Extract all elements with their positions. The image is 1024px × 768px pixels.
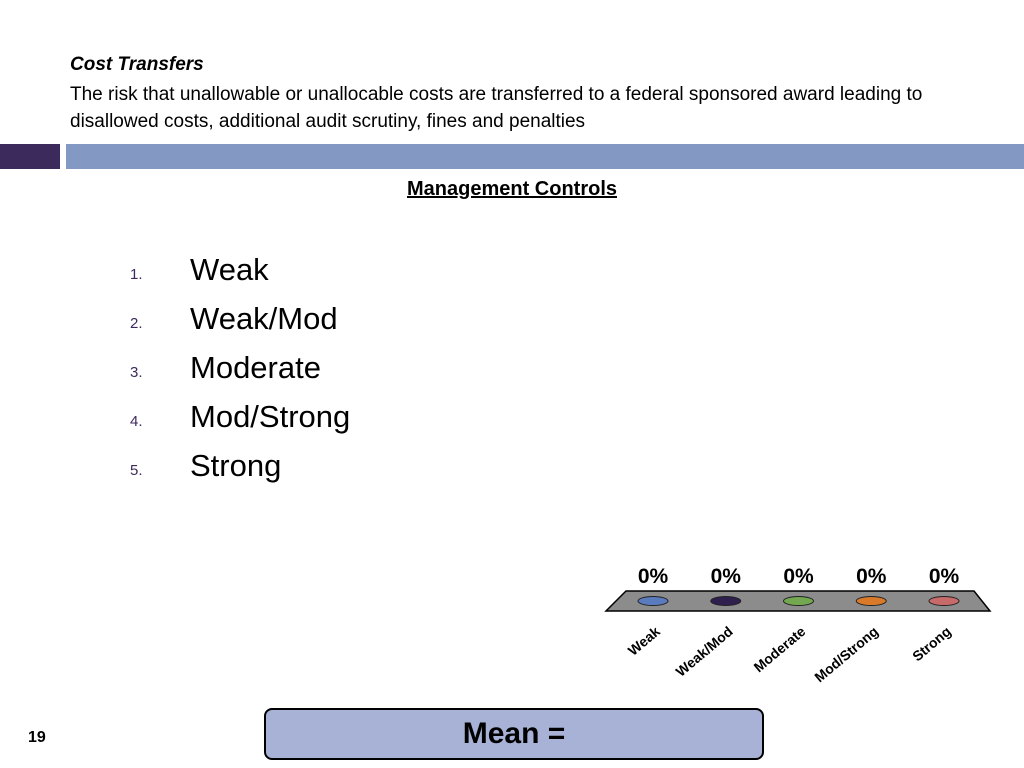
- mean-box: Mean =: [264, 708, 764, 760]
- chart-data-label: 0%: [783, 565, 814, 588]
- chart-category-label: Moderate: [750, 623, 808, 675]
- header-title: Cost Transfers: [70, 54, 204, 75]
- option-number: 1.: [130, 266, 143, 283]
- option-number: 3.: [130, 364, 143, 381]
- option-label: Strong: [190, 448, 282, 483]
- chart-bar-base: [928, 596, 960, 606]
- chart-category-label: Strong: [909, 623, 954, 664]
- chart-data-label: 0%: [856, 565, 887, 588]
- chart-bar-base: [710, 596, 742, 606]
- chart-bar-base: [783, 596, 814, 606]
- accent-bar-light: [66, 144, 1024, 169]
- option-number: 4.: [130, 413, 143, 430]
- page-number: 19: [28, 729, 46, 746]
- option-label: Moderate: [190, 350, 321, 385]
- section-title: Management Controls: [406, 178, 618, 200]
- accent-bar-dark: [0, 144, 60, 169]
- option-number: 5.: [130, 462, 143, 479]
- chart-category-label: Weak: [625, 623, 663, 659]
- option-label: Weak: [190, 252, 269, 287]
- option-number: 2.: [130, 315, 143, 332]
- chart-bar-base: [637, 596, 669, 606]
- chart-category-label: Mod/Strong: [811, 623, 881, 685]
- chart-data-label: 0%: [929, 565, 960, 588]
- chart-data-label: 0%: [638, 565, 669, 588]
- option-label: Weak/Mod: [190, 301, 338, 336]
- response-chart: 0% Weak 0% Weak/Mod 0% Moderate 0% Mod/Strong 0%…: [604, 565, 992, 685]
- option-label: Mod/Strong: [190, 399, 351, 434]
- header-description: The risk that unallowable or unallocable…: [70, 84, 923, 132]
- chart-category-label: Weak/Mod: [673, 623, 736, 680]
- chart-bar-base: [855, 596, 887, 606]
- chart-data-label: 0%: [711, 565, 742, 588]
